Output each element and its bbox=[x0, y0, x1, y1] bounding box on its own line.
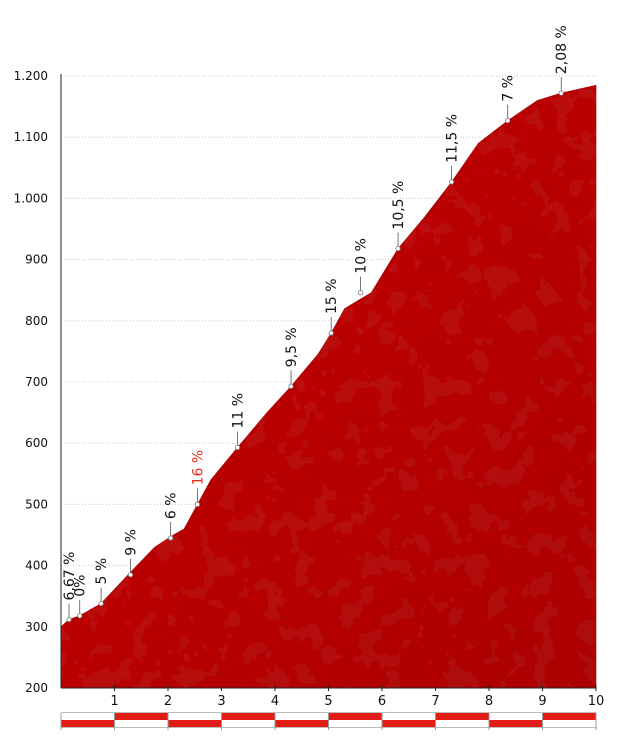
gradient-label: 15 % bbox=[324, 278, 340, 314]
y-tick-label: 900 bbox=[25, 253, 48, 267]
gradient-marker bbox=[66, 616, 72, 623]
x-tick-label: 2 bbox=[164, 694, 172, 709]
gradient-label: 7 % bbox=[501, 75, 517, 102]
km-segment bbox=[489, 720, 543, 727]
x-tick-label: 5 bbox=[324, 694, 332, 709]
gradient-marker bbox=[234, 444, 241, 451]
km-segment bbox=[382, 720, 436, 727]
gradient-marker bbox=[357, 290, 364, 296]
gradient-marker bbox=[168, 535, 174, 541]
gradient-marker bbox=[328, 330, 334, 336]
profile-area bbox=[61, 85, 596, 688]
gradient-label: 11,5 % bbox=[445, 114, 461, 163]
y-tick-labels: 200 300 400 500 600 700 800 900 1.000 1.100 1.200 bbox=[14, 69, 48, 695]
gradient-marker bbox=[448, 179, 455, 185]
gradient-marker bbox=[98, 600, 104, 607]
gradient-marker bbox=[77, 613, 83, 619]
gradient-label: 0% bbox=[73, 575, 89, 597]
x-tick-label: 6 bbox=[378, 694, 386, 709]
gradient-label: 9,5 % bbox=[284, 327, 300, 367]
km-segment bbox=[542, 713, 596, 720]
x-tick-label: 10 bbox=[588, 694, 605, 709]
gradient-label: 9 % bbox=[124, 529, 140, 556]
gradient-label: 6,67 % bbox=[62, 552, 78, 601]
gradient-label: 2,08 % bbox=[554, 25, 570, 74]
y-tick-label: 800 bbox=[25, 314, 48, 328]
y-tick-label: 1.200 bbox=[14, 69, 48, 83]
gradient-label: 11 % bbox=[231, 393, 247, 429]
x-tick-label: 3 bbox=[217, 694, 225, 709]
gradient-label: 10,5 % bbox=[391, 181, 407, 230]
km-segment bbox=[275, 720, 329, 727]
x-tick-label: 4 bbox=[271, 694, 279, 709]
y-tick-label: 600 bbox=[25, 436, 48, 450]
y-tick-label: 1.100 bbox=[14, 130, 48, 144]
y-tick-label: 700 bbox=[25, 375, 48, 389]
km-segment bbox=[61, 720, 115, 727]
x-tick-label: 1 bbox=[110, 694, 118, 709]
y-tick-label: 300 bbox=[25, 620, 48, 634]
gradient-marker bbox=[505, 118, 511, 124]
gradient-marker bbox=[288, 383, 294, 389]
gradient-label: 16 % bbox=[190, 450, 206, 486]
gradient-marker bbox=[395, 245, 401, 252]
km-segment bbox=[114, 713, 168, 720]
km-segment bbox=[168, 720, 222, 727]
y-tick-label: 200 bbox=[25, 681, 48, 695]
km-scale-band bbox=[60, 712, 597, 730]
x-tick-labels: 1 2 3 4 5 6 7 8 9 10 bbox=[110, 694, 604, 709]
gradient-marker bbox=[558, 90, 564, 96]
x-tick-label: 7 bbox=[431, 694, 439, 709]
axes bbox=[60, 74, 597, 691]
gradient-marker bbox=[127, 572, 134, 578]
gradient-label: 10 % bbox=[354, 238, 370, 274]
x-tick-label: 8 bbox=[485, 694, 493, 709]
y-tick-label: 500 bbox=[25, 497, 48, 511]
km-segment bbox=[328, 713, 382, 720]
km-segment bbox=[435, 713, 489, 720]
y-tick-label: 400 bbox=[25, 559, 48, 573]
y-tick-label: 1.000 bbox=[14, 191, 48, 205]
profile-area-group bbox=[60, 84, 597, 689]
profile-outline bbox=[60, 84, 597, 689]
gradient-label: 6 % bbox=[164, 492, 180, 519]
x-tick-label: 9 bbox=[538, 694, 546, 709]
gradient-label: 5 % bbox=[94, 558, 110, 585]
km-segment bbox=[221, 713, 275, 720]
gradient-marker bbox=[194, 501, 201, 507]
gradient-labels: 6,67 %0% 5 % 9 % 6 % 16 % 11 % 9,5 % 15 % 10 % 10… bbox=[62, 25, 570, 623]
